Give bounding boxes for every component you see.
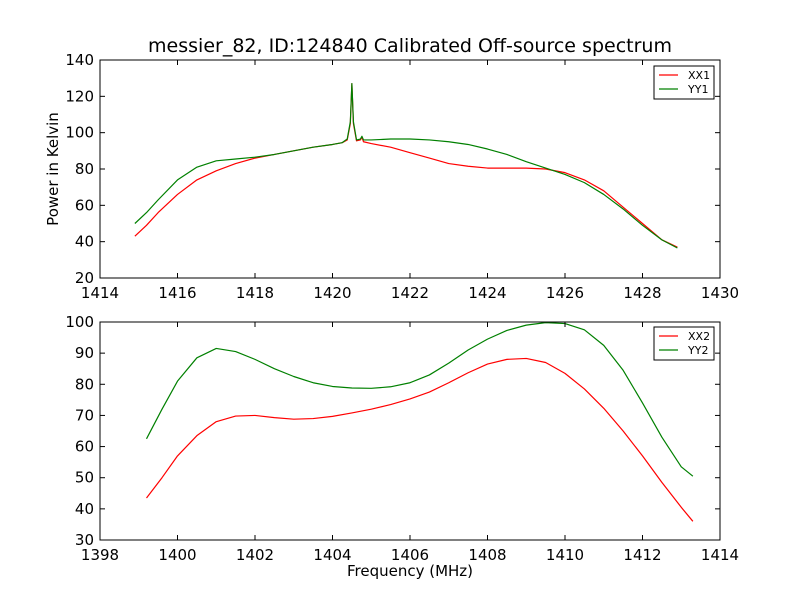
chart-0-x-tick-label: 1428 [623, 284, 661, 302]
chart-1-legend-label-yy2: YY2 [687, 344, 708, 357]
chart-1-x-tick-label: 1408 [468, 546, 506, 564]
chart-0-legend-label-xx1: XX1 [688, 69, 710, 82]
chart-0-y-tick-label: 40 [75, 233, 94, 251]
chart-0-y-tick-label: 60 [75, 196, 94, 214]
chart-0-legend-label-yy1: YY1 [687, 83, 708, 96]
chart-1-x-tick-label: 1400 [158, 546, 196, 564]
chart-0-y-tick-label: 100 [65, 124, 94, 142]
chart-1-x-tick-label: 1402 [236, 546, 274, 564]
chart-1-x-tick-label: 1410 [546, 546, 584, 564]
chart-1-x-axis-label: Frequency (MHz) [347, 562, 473, 580]
chart-0-y-tick-label: 20 [75, 269, 94, 287]
chart-0-x-tick-label: 1422 [391, 284, 429, 302]
chart-1-y-tick-label: 30 [75, 531, 94, 549]
chart-1-x-tick-label: 1404 [313, 546, 351, 564]
chart-1-y-tick-label: 70 [75, 406, 94, 424]
chart-0-x-tick-label: 1416 [158, 284, 196, 302]
chart-0-legend-box [653, 65, 715, 100]
chart-1-plot-area [100, 322, 720, 540]
chart-1-y-tick-label: 40 [75, 500, 94, 518]
chart-0-y-tick-label: 140 [65, 51, 94, 69]
chart-0-x-tick-label: 1414 [81, 284, 119, 302]
chart-0-plot-area [100, 60, 720, 278]
chart-0-x-tick-label: 1426 [546, 284, 584, 302]
chart-0-series-yy1-line [134, 83, 678, 249]
chart-1-x-tick-label: 1406 [391, 546, 429, 564]
chart-1-y-tick-label: 90 [75, 344, 94, 362]
chart-1-series-xx2-line [146, 357, 694, 522]
chart-1-y-tick-label: 60 [75, 438, 94, 456]
chart-1-legend-label-xx2: XX2 [688, 330, 710, 343]
chart-0-x-tick-label: 1424 [468, 284, 506, 302]
chart-0-y-tick-label: 80 [75, 160, 94, 178]
chart-1-legend-box [653, 326, 715, 361]
chart-0-x-tick-label: 1418 [236, 284, 274, 302]
chart-1-y-tick-label: 100 [65, 313, 94, 331]
chart-0-x-tick-label: 1420 [313, 284, 351, 302]
chart-0-title: messier_82, ID:124840 Calibrated Off-sou… [148, 35, 672, 57]
chart-0-y-tick-label: 120 [65, 87, 94, 105]
chart-1-y-tick-label: 80 [75, 375, 94, 393]
bottom-panel: 1398 1400 1402 1404 1406 1408 1410 1412 1414 30 40… [65, 313, 739, 580]
chart-1-x-tick-label: 1412 [623, 546, 661, 564]
chart-1-y-tick-label: 50 [75, 469, 94, 487]
top-panel: 1414 1416 1418 1420 1422 1424 1426 1428 1430 20 40… [44, 35, 739, 302]
chart-1-series-yy2-line [145, 322, 694, 477]
chart-1-x-tick-label: 1414 [701, 546, 739, 564]
chart-1-x-tick-label: 1398 [81, 546, 119, 564]
chart-0-x-tick-label: 1430 [701, 284, 739, 302]
chart-0-y-axis-label: Power in Kelvin [44, 112, 62, 226]
